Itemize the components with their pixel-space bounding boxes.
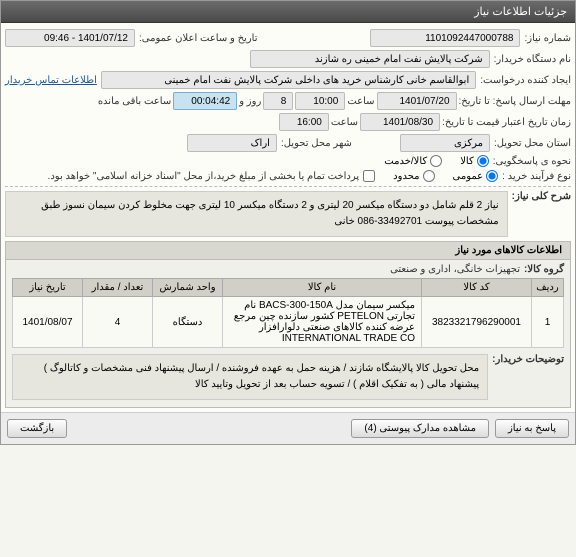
reply-button[interactable]: پاسخ به نیاز [495,419,569,438]
footer-buttons: پاسخ به نیاز مشاهده مدارک پیوستی (4) باز… [1,412,575,444]
th-name: نام کالا [223,279,422,297]
cell-unit: دستگاه [153,297,223,348]
resp-deadline-label: مهلت ارسال پاسخ: تا تاریخ: [459,96,571,107]
buy-option-public[interactable]: عمومی [453,170,499,182]
divider [5,186,571,187]
answer-mode-radios: کالا کالا/خدمت [384,155,488,167]
radio-goods-label: کالا [460,156,474,167]
valid-date: 1401/08/30 [360,113,440,131]
radio-limited[interactable] [423,170,435,182]
answer-option-goods[interactable]: کالا [460,155,489,167]
valid-time: 16:00 [279,113,329,131]
radio-goods-service-label: کالا/خدمت [384,156,427,167]
back-button[interactable]: بازگشت [7,419,67,438]
form-body: شماره نیاز: 1101092447000788 تاریخ و ساع… [1,23,575,412]
radio-goods[interactable] [477,155,489,167]
group-label: گروه کالا: [524,264,564,275]
org-label: نام دستگاه خریدار: [494,54,571,65]
th-row: ردیف [532,279,564,297]
radio-goods-service[interactable] [430,155,442,167]
cell-code: 3823321796290001 [422,297,532,348]
th-qty: تعداد / مقدار [83,279,153,297]
buy-type-label: نوع فرآیند خرید : [502,171,571,182]
goods-panel-title: اطلاعات کالاهای مورد نیاز [6,242,570,260]
extra-label: توضیحات خریدار: [492,354,564,365]
remain-label: ساعت باقی مانده [98,96,171,107]
cell-row: 1 [532,297,564,348]
announce-value: 1401/07/12 - 09:46 [5,29,135,47]
need-desc-text: نیاز 2 قلم شامل دو دستگاه میکسر 20 لیتری… [5,191,508,237]
need-desc-label: شرح کلی نیاز: [512,191,571,202]
radio-public[interactable] [486,170,498,182]
city-label: شهر محل تحویل: [281,138,352,149]
extra-text: محل تحویل کالا پالایشگاه شازند / هزینه ح… [12,354,488,400]
valid-time-label: ساعت [331,117,358,128]
attachments-button[interactable]: مشاهده مدارک پیوستی (4) [351,419,489,438]
valid-label: زمان تاریخ اعتبار قیمت تا تاریخ: [442,117,571,128]
goods-panel: اطلاعات کالاهای مورد نیاز گروه کالا: تجه… [5,241,571,408]
resp-time-label: ساعت [347,96,374,107]
cell-name: میکسر سیمان مدل BACS-300-150A نام تجارتی… [223,297,422,348]
th-date: تاریخ نیاز [13,279,83,297]
need-no-label: شماره نیاز: [524,33,571,44]
announce-label: تاریخ و ساعت اعلان عمومی: [139,33,258,44]
cell-date: 1401/08/07 [13,297,83,348]
need-no-value: 1101092447000788 [370,29,520,47]
th-code: کد کالا [422,279,532,297]
treasury-note: پرداخت تمام یا بخشی از مبلغ خرید،از محل … [48,171,360,182]
radio-public-label: عمومی [453,171,484,182]
resp-time: 10:00 [295,92,345,110]
days-label: روز و [239,96,261,107]
buy-type-radios: عمومی محدود [393,170,498,182]
resp-date: 1401/07/20 [377,92,457,110]
cell-qty: 4 [83,297,153,348]
panel-title: جزئیات اطلاعات نیاز [1,1,575,23]
answer-option-goods-service[interactable]: کالا/خدمت [384,155,442,167]
buy-option-limited[interactable]: محدود [393,170,434,182]
group-value: تجهیزات خانگی، اداری و صنعتی [390,264,520,275]
radio-limited-label: محدود [393,171,419,182]
city-value: اراک [187,134,277,152]
creator-label: ایجاد کننده درخواست: [480,75,571,86]
answer-mode-label: نحوه ی پاسخگویی: [493,156,571,167]
need-details-panel: جزئیات اطلاعات نیاز شماره نیاز: 11010924… [0,0,576,445]
remain-time: 00:04:42 [173,92,237,110]
table-row[interactable]: 1 3823321796290001 میکسر سیمان مدل BACS-… [13,297,564,348]
org-value: شرکت پالایش نفت امام خمینی ره شازند [250,50,490,68]
state-value: مرکزی [400,134,490,152]
treasury-checkbox[interactable] [363,170,375,182]
days-value: 8 [263,92,293,110]
creator-value: ابوالقاسم خانی کارشناس خرید های داخلی شر… [101,71,476,89]
th-unit: واحد شمارش [153,279,223,297]
contact-link[interactable]: اطلاعات تماس خریدار [5,75,97,86]
goods-table: ردیف کد کالا نام کالا واحد شمارش تعداد /… [12,278,564,348]
table-header-row: ردیف کد کالا نام کالا واحد شمارش تعداد /… [13,279,564,297]
state-label: استان محل تحویل: [494,138,571,149]
